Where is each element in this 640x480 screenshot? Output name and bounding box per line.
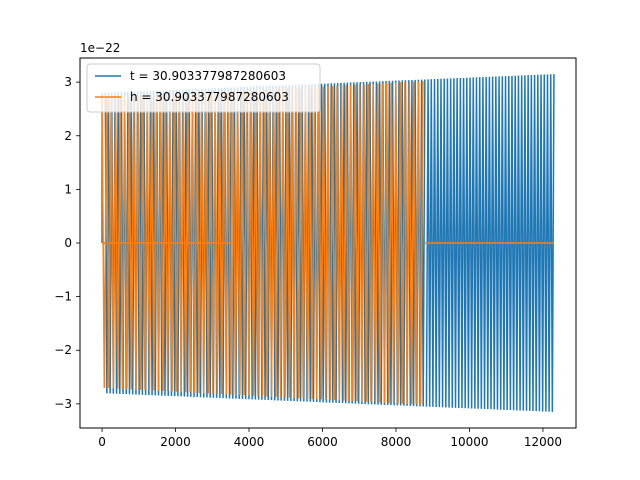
y-offset-label: 1e−22 xyxy=(80,41,120,55)
x-tick-label: 6000 xyxy=(307,435,338,449)
y-tick-label: 3 xyxy=(64,75,72,89)
y-tick-label: −1 xyxy=(54,290,72,304)
legend-box xyxy=(86,63,321,113)
x-axis: 0 2000 4000 6000 8000 10000 12000 xyxy=(98,428,562,449)
y-tick-label: 2 xyxy=(64,129,72,143)
y-axis: −3 −2 −1 0 1 2 3 xyxy=(54,75,80,411)
x-tick-label: 10000 xyxy=(450,435,488,449)
y-tick-label: −2 xyxy=(54,343,72,357)
y-tick-label: 0 xyxy=(64,236,72,250)
x-tick-label: 12000 xyxy=(524,435,562,449)
x-tick-label: 8000 xyxy=(381,435,412,449)
series-h-line xyxy=(101,81,424,405)
legend-label-t: t = 30.903377987280603 xyxy=(130,69,286,83)
legend-label-h: h = 30.903377987280603 xyxy=(130,90,289,104)
y-tick-label: −3 xyxy=(54,397,72,411)
plot-content xyxy=(101,74,555,412)
x-tick-label: 2000 xyxy=(160,435,191,449)
x-tick-label: 4000 xyxy=(234,435,265,449)
y-tick-label: 1 xyxy=(64,182,72,196)
legend: t = 30.903377987280603 h = 30.9033779872… xyxy=(86,63,321,113)
x-tick-label: 0 xyxy=(98,435,106,449)
